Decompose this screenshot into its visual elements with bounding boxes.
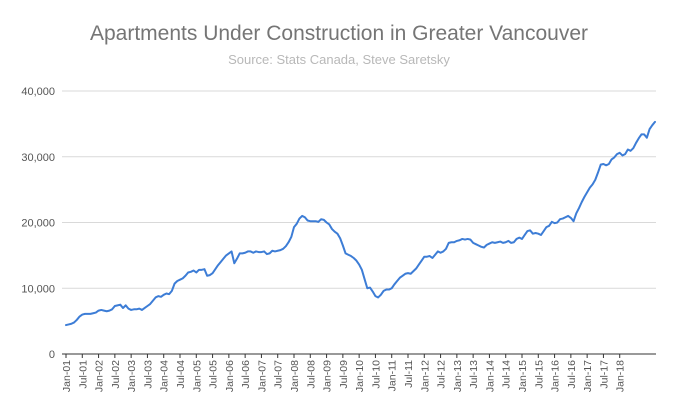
x-tick-label: Jul-14	[501, 360, 513, 389]
x-tick-label: Jul-15	[533, 360, 545, 389]
y-tick-label: 40,000	[21, 86, 55, 98]
x-tick-label: Jan-02	[94, 360, 106, 392]
x-tick-label: Jan-03	[126, 360, 138, 392]
x-tick-label: Jan-04	[159, 360, 171, 392]
x-tick-label: Jan-07	[256, 360, 268, 392]
x-tick-label: Jul-11	[403, 360, 415, 388]
x-tick-label: Jul-08	[305, 360, 317, 389]
x-tick-label: Jul-10	[370, 360, 382, 389]
x-tick-label: Jul-07	[273, 360, 285, 389]
x-tick-label: Jul-12	[436, 360, 448, 389]
x-tick-label: Jul-03	[142, 360, 154, 389]
x-tick-label: Jul-02	[110, 360, 122, 389]
x-tick-label: Jul-17	[598, 360, 610, 389]
x-tick-label: Jan-05	[191, 360, 203, 392]
x-tick-label: Jul-06	[240, 360, 252, 389]
y-axis-ticks: 0 10,000 20,000 30,000 40,000	[21, 86, 55, 361]
x-tick-label: Jan-15	[517, 360, 529, 392]
x-tick-label: Jan-01	[61, 360, 73, 392]
y-tick-label: 30,000	[21, 152, 55, 164]
x-tick-label: Jan-14	[484, 360, 496, 392]
x-tick-label: Jan-08	[289, 360, 301, 392]
x-tick-label: Jul-09	[338, 360, 350, 389]
x-tick-label: Jan-13	[452, 360, 464, 392]
x-tick-label: Jan-06	[224, 360, 236, 392]
chart-subtitle: Source: Stats Canada, Steve Saretsky	[228, 52, 450, 67]
y-tick-label: 10,000	[21, 283, 55, 295]
x-tick-label: Jan-17	[582, 360, 594, 392]
x-tick-label: Jul-13	[468, 360, 480, 389]
x-tick-label: Jan-18	[615, 360, 627, 392]
y-tick-label: 20,000	[21, 218, 55, 230]
x-tick-label: Jan-10	[354, 360, 366, 392]
x-tick-label: Jan-16	[550, 360, 562, 392]
y-tick-label: 0	[49, 349, 55, 361]
x-tick-label: Jul-05	[208, 360, 220, 389]
chart-title: Apartments Under Construction in Greater…	[89, 22, 588, 45]
x-axis-ticks: Jan-01 Jul-01 Jan-02 Jul-02 Jan-03 Jul-03 Jan-…	[61, 354, 627, 392]
series-layer	[65, 120, 656, 327]
series-line	[65, 120, 656, 327]
x-tick-label: Jan-11	[387, 360, 399, 391]
x-tick-label: Jul-16	[566, 360, 578, 389]
x-tick-label: Jan-12	[419, 360, 431, 392]
x-tick-label: Jul-01	[77, 360, 89, 389]
grid-lines	[62, 90, 656, 289]
x-tick-label: Jul-04	[175, 360, 187, 389]
x-tick-label: Jan-09	[322, 360, 334, 392]
